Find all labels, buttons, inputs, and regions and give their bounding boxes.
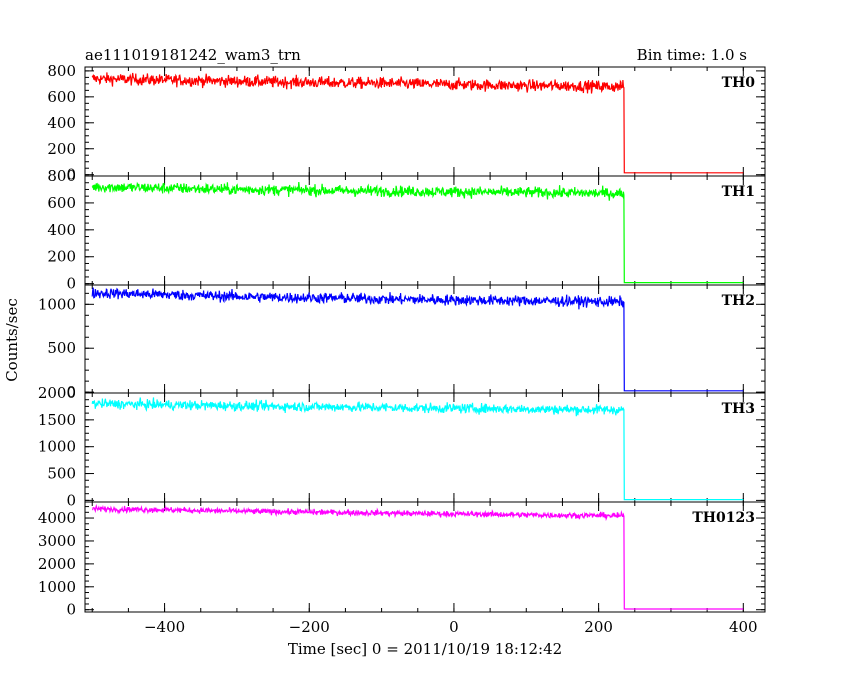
panel-th3: 0 500 1000 1500 2000 TH3	[38, 384, 766, 509]
series-th0123-line	[91, 503, 744, 610]
y-tick-label: 2000	[38, 384, 76, 402]
y-tick-label: 0	[66, 491, 76, 509]
x-tick-label: 200	[584, 618, 613, 636]
y-tick-label: 0	[66, 275, 76, 293]
panel-label-th0123: TH0123	[692, 510, 755, 526]
series-th0-line	[91, 72, 744, 174]
bin-time-label: Bin time: 1.0 s	[637, 46, 747, 64]
panel-label-th3: TH3	[722, 401, 755, 417]
y-tick-label: 500	[47, 465, 76, 483]
x-tick-label: −200	[289, 618, 330, 636]
panel-th2: 0 500 1000 TH2	[38, 284, 766, 401]
x-tick-label: 400	[729, 618, 758, 636]
y-tick-label: 1000	[38, 295, 76, 313]
y-tick-label: 500	[47, 339, 76, 357]
y-tick-label: 1000	[38, 438, 76, 456]
y-tick-label: 0	[66, 383, 76, 401]
series-th1-line	[91, 181, 744, 284]
y-axis-label: Counts/sec	[3, 298, 21, 382]
panel-label-th2: TH2	[722, 293, 755, 309]
panel-label-th1: TH1	[722, 184, 755, 200]
panel-label-th0: TH0	[722, 75, 756, 91]
series-th3-line	[91, 397, 744, 501]
y-tick-label: 200	[47, 140, 76, 158]
y-tick-label: 1500	[38, 411, 76, 429]
y-tick-label: 200	[47, 248, 76, 266]
y-tick-label: 0	[66, 166, 76, 184]
y-tick-label: 400	[47, 221, 76, 239]
series-th2-line	[91, 287, 744, 392]
y-tick-label: 800	[47, 62, 76, 80]
y-tick-label: 800	[47, 167, 76, 185]
y-tick-label: 3000	[38, 532, 76, 550]
plot-title: ae111019181242_wam3_trn	[85, 46, 301, 64]
panel-frame	[84, 501, 766, 613]
y-tick-label: 600	[47, 194, 76, 212]
panel-th0: 0 200 400 600 800 TH0	[47, 62, 766, 184]
panel-th1: 0 200 400 600 800 TH1	[47, 167, 766, 293]
y-tick-label: 2000	[38, 555, 76, 573]
x-tick-label: −400	[144, 618, 185, 636]
x-tick-labels: −400 −200 0 200 400	[144, 618, 758, 636]
y-tick-label: 4000	[38, 509, 76, 527]
y-tick-label: 1000	[38, 578, 76, 596]
y-tick-label: 400	[47, 114, 76, 132]
panel-th0123: 0 1000 2000 3000 4000 TH0123	[38, 501, 766, 619]
panels-group: 0 200 400 600 800 TH0 0 200 400 600 800 TH1 0 500 1000…	[38, 62, 766, 619]
x-tick-label: 0	[449, 618, 459, 636]
y-tick-label: 600	[47, 88, 76, 106]
y-tick-label: 0	[66, 601, 76, 619]
x-axis-label: Time [sec] 0 = 2011/10/19 18:12:42	[288, 640, 562, 658]
